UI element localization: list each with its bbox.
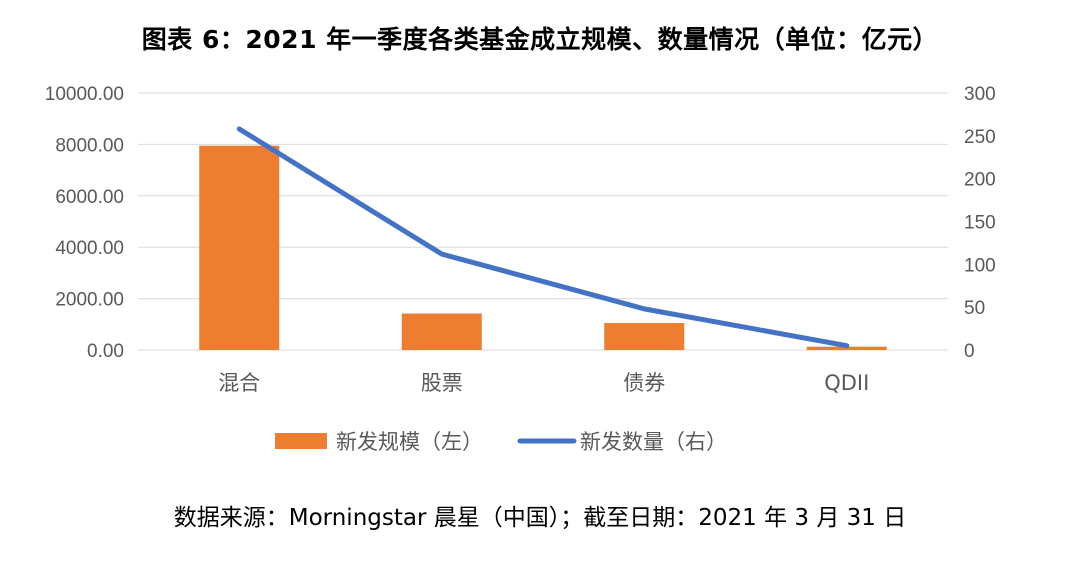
legend-label-bar: 新发规模（左）: [336, 430, 483, 454]
line-series: [236, 126, 850, 349]
right-axis-tick-label: 200: [964, 170, 996, 191]
legend-label-line: 新发数量（右）: [580, 430, 727, 454]
left-axis-tick-label: 10000.00: [45, 84, 124, 105]
right-axis-tick-label: 250: [964, 127, 996, 148]
category-label: 股票: [421, 371, 463, 395]
right-axis-tick-label: 300: [964, 84, 996, 105]
category-label: 债券: [623, 371, 665, 395]
chart-canvas: 0.002000.004000.006000.008000.0010000.00…: [45, 84, 996, 454]
chart-title: 图表 6：2021 年一季度各类基金成立规模、数量情况（单位：亿元）: [141, 25, 939, 54]
left-axis-tick-label: 0.00: [87, 341, 124, 362]
left-axis-tick-label: 4000.00: [55, 238, 124, 259]
right-axis-ticks: 0 50 100 150 200 250 300: [964, 84, 996, 362]
category-label: 混合: [218, 371, 260, 395]
bar: [806, 346, 887, 350]
left-axis-ticks: 0.00 2000.00 4000.00 6000.00 8000.00 10000.00: [45, 84, 124, 362]
bar-series: [199, 145, 887, 350]
legend: 新发规模（左） 新发数量（右）: [275, 430, 727, 454]
left-axis-tick-label: 6000.00: [55, 187, 124, 208]
right-axis-tick-label: 150: [964, 213, 996, 234]
left-axis-tick-label: 2000.00: [55, 290, 124, 311]
category-labels: 混合 股票 债券 QDII: [218, 371, 869, 395]
left-axis-tick-label: 8000.00: [55, 135, 124, 156]
bar: [199, 145, 280, 350]
bar: [604, 323, 685, 350]
source-note: 数据来源：Morningstar 晨星（中国）；截至日期：2021 年 3 月 …: [173, 505, 907, 531]
legend-swatch-bar: [275, 433, 327, 449]
right-axis-tick-label: 50: [964, 298, 985, 319]
bar: [401, 313, 482, 350]
category-label: QDII: [824, 371, 869, 395]
right-axis-tick-label: 0: [964, 341, 975, 362]
right-axis-tick-label: 100: [964, 255, 996, 276]
line-series-path: [236, 126, 850, 349]
